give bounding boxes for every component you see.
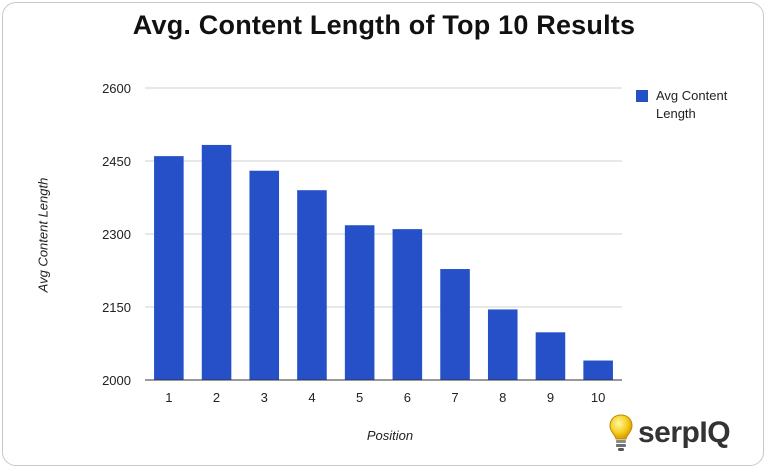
- x-tick-label: 10: [591, 390, 605, 405]
- bar: [297, 190, 327, 380]
- lightbulb-icon: [609, 414, 633, 451]
- bar: [535, 332, 566, 380]
- x-tick-label: 6: [404, 390, 411, 405]
- y-tick-label: 2450: [102, 154, 131, 169]
- x-tick-label: 9: [547, 390, 554, 405]
- x-tick-label: 4: [308, 390, 315, 405]
- bar: [344, 225, 375, 380]
- legend-label: Avg Content Length: [656, 88, 728, 121]
- bar: [583, 360, 613, 380]
- chart-title: Avg. Content Length of Top 10 Results: [132, 10, 636, 40]
- legend: Avg Content Length: [636, 87, 756, 123]
- x-tick-label: 1: [165, 390, 172, 405]
- bar: [154, 156, 184, 380]
- y-tick-label: 2300: [102, 227, 131, 242]
- x-tick-label: 2: [213, 390, 220, 405]
- bar: [249, 170, 280, 380]
- bar: [440, 269, 470, 380]
- bar: [201, 144, 232, 380]
- y-tick-label: 2000: [102, 373, 131, 388]
- bar: [487, 309, 518, 380]
- x-tick-label: 3: [261, 390, 268, 405]
- logo-wordmark: serpIQ: [638, 416, 731, 449]
- x-tick-label: 8: [499, 390, 506, 405]
- legend-swatch: [636, 90, 648, 102]
- y-tick-label: 2150: [102, 300, 131, 315]
- bar: [392, 229, 423, 380]
- x-tick-label: 7: [451, 390, 458, 405]
- x-axis-label: Position: [366, 428, 414, 443]
- x-tick-label: 5: [356, 390, 363, 405]
- y-tick-label: 2600: [102, 81, 131, 96]
- serpiq-logo: serpIQ: [608, 412, 731, 454]
